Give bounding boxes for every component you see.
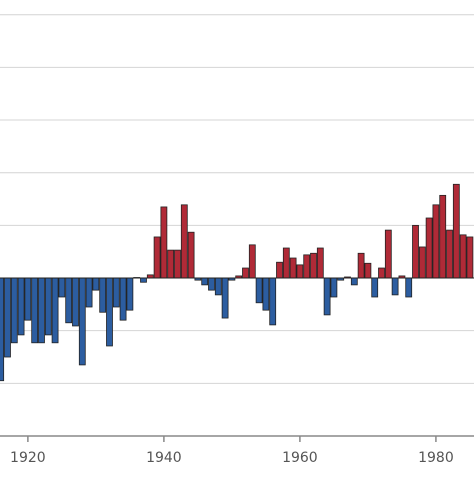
bar xyxy=(10,277,18,344)
bar xyxy=(412,224,419,279)
bar xyxy=(276,261,283,279)
bar xyxy=(466,236,474,279)
bar xyxy=(418,246,426,279)
bar xyxy=(282,247,290,279)
bar xyxy=(296,264,304,279)
bar xyxy=(72,277,79,327)
bar xyxy=(99,277,107,313)
bar xyxy=(106,277,113,347)
bar xyxy=(51,277,59,344)
bar xyxy=(119,277,127,321)
bar xyxy=(201,277,209,286)
bar xyxy=(167,249,175,279)
bar xyxy=(221,277,229,319)
bar xyxy=(187,231,195,279)
bar xyxy=(44,277,52,336)
bar xyxy=(459,234,467,279)
bar xyxy=(405,277,413,298)
bar xyxy=(92,277,100,291)
x-tick-label: 1960 xyxy=(282,450,318,466)
bar xyxy=(208,277,215,291)
bar xyxy=(248,244,256,279)
bar xyxy=(112,277,120,308)
bar xyxy=(384,229,392,279)
bar xyxy=(160,206,168,279)
bar xyxy=(452,183,460,279)
bar xyxy=(65,277,73,324)
bar xyxy=(303,254,311,279)
bar xyxy=(38,277,45,344)
bar xyxy=(269,277,277,326)
bar xyxy=(323,277,331,316)
bar xyxy=(371,277,379,298)
bar xyxy=(17,277,25,336)
bar xyxy=(425,217,433,279)
bar xyxy=(289,257,297,279)
x-tick-label: 1940 xyxy=(146,450,182,466)
bar xyxy=(316,247,324,279)
bar xyxy=(310,252,317,279)
bar xyxy=(85,277,93,308)
bar xyxy=(140,277,147,283)
bar xyxy=(378,267,385,279)
bar xyxy=(262,277,270,311)
bar xyxy=(391,277,399,296)
bar xyxy=(78,277,86,366)
bar xyxy=(350,277,358,286)
bar xyxy=(364,262,372,279)
bar xyxy=(0,277,5,382)
bar xyxy=(24,277,32,321)
x-tick-label: 1980 xyxy=(418,450,454,466)
bar xyxy=(180,204,188,279)
bar xyxy=(153,236,161,279)
bar xyxy=(214,277,222,296)
bar xyxy=(357,252,365,279)
bar xyxy=(439,194,447,279)
bar xyxy=(174,249,181,279)
x-tick-label: 1920 xyxy=(10,450,46,466)
bar xyxy=(242,267,249,279)
bar xyxy=(4,277,11,358)
bar xyxy=(330,277,338,298)
bar xyxy=(58,277,66,298)
bar xyxy=(432,204,440,279)
bar xyxy=(255,277,263,304)
bar xyxy=(126,277,134,311)
bar xyxy=(31,277,39,344)
bar xyxy=(446,229,453,279)
